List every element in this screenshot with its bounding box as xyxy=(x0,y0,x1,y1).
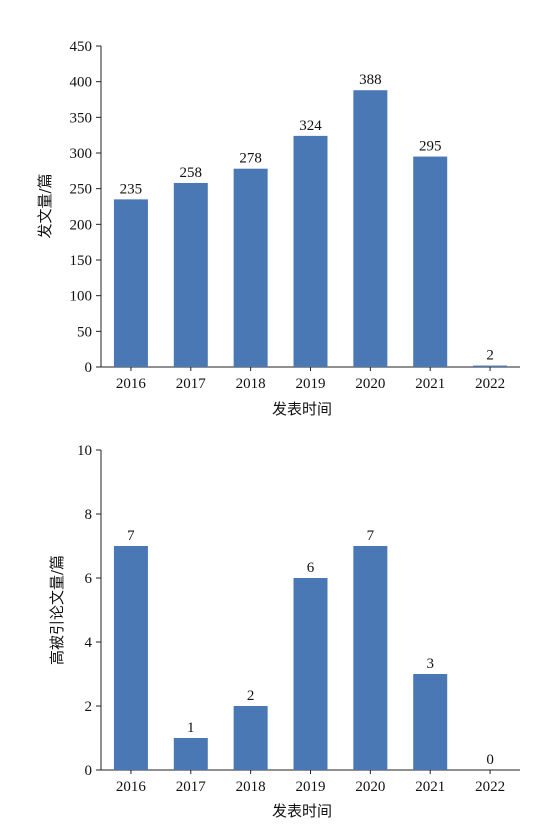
bar-value-label: 2 xyxy=(486,348,494,364)
x-tick-label: 2017 xyxy=(176,779,207,795)
x-tick-label: 2021 xyxy=(415,779,445,795)
bar xyxy=(293,135,328,367)
x-tick-label: 2020 xyxy=(355,779,385,795)
bar xyxy=(413,674,448,770)
bar-value-label: 278 xyxy=(239,151,262,167)
bar xyxy=(353,90,388,367)
x-tick-label: 2022 xyxy=(475,779,505,795)
y-tick-label: 200 xyxy=(70,217,93,233)
y-tick-label: 450 xyxy=(70,39,93,55)
bar xyxy=(173,738,208,770)
y-axis-title: 高被引论文量/篇 xyxy=(48,555,66,665)
bar xyxy=(233,706,268,770)
y-tick-label: 0 xyxy=(85,360,93,376)
bar-value-label: 7 xyxy=(367,528,375,544)
bar xyxy=(293,578,328,770)
y-tick-label: 250 xyxy=(70,182,93,198)
y-axis-title: 发文量/篇 xyxy=(36,173,54,238)
y-tick-label: 2 xyxy=(85,699,93,715)
y-tick-label: 50 xyxy=(77,324,92,340)
y-tick-label: 6 xyxy=(85,571,93,587)
bar xyxy=(173,182,208,367)
bar xyxy=(113,546,148,770)
publications-chart: 发文量/篇 发表时间 05010015020025030035040045023… xyxy=(36,39,520,418)
x-tick-label: 2018 xyxy=(236,779,266,795)
bar-value-label: 0 xyxy=(486,752,494,768)
x-axis-title: 发表时间 xyxy=(272,802,332,820)
y-tick-label: 0 xyxy=(85,763,93,779)
x-tick-label: 2019 xyxy=(296,376,326,392)
x-tick-label: 2019 xyxy=(296,779,326,795)
bar xyxy=(413,156,448,367)
bar-value-label: 1 xyxy=(187,720,195,736)
y-tick-label: 400 xyxy=(70,75,93,91)
x-tick-label: 2016 xyxy=(116,376,147,392)
y-tick-label: 300 xyxy=(70,146,93,162)
bar xyxy=(473,365,508,367)
y-tick-label: 100 xyxy=(70,289,93,305)
bar-value-label: 6 xyxy=(307,560,315,576)
bar-value-label: 3 xyxy=(426,656,434,672)
y-tick-label: 4 xyxy=(85,635,93,651)
x-tick-label: 2017 xyxy=(176,376,207,392)
x-tick-label: 2022 xyxy=(475,376,505,392)
highly-cited-papers-chart: 高被引论文量/篇 发表时间 0 2 4 6 8 10 7 2016 1 2017 2 2018 6 201… xyxy=(48,443,520,820)
y-tick-label: 350 xyxy=(70,110,93,126)
bar-value-label: 235 xyxy=(120,181,143,197)
x-tick-label: 2020 xyxy=(355,376,385,392)
bar xyxy=(233,168,268,367)
y-tick-label: 8 xyxy=(85,507,93,523)
x-tick-label: 2021 xyxy=(415,376,445,392)
x-tick-label: 2018 xyxy=(236,376,266,392)
bar-value-label: 7 xyxy=(127,528,135,544)
bar-value-label: 295 xyxy=(419,139,442,155)
x-axis-title: 发表时间 xyxy=(272,400,332,418)
bar xyxy=(353,546,388,770)
bar-value-label: 258 xyxy=(180,165,203,181)
bar-value-label: 2 xyxy=(247,688,255,704)
y-tick-label: 10 xyxy=(77,443,92,459)
x-tick-label: 2016 xyxy=(116,779,147,795)
y-tick-label: 150 xyxy=(70,253,93,269)
bar xyxy=(113,199,148,367)
bar-value-label: 388 xyxy=(359,72,382,88)
bar-value-label: 324 xyxy=(299,118,322,134)
